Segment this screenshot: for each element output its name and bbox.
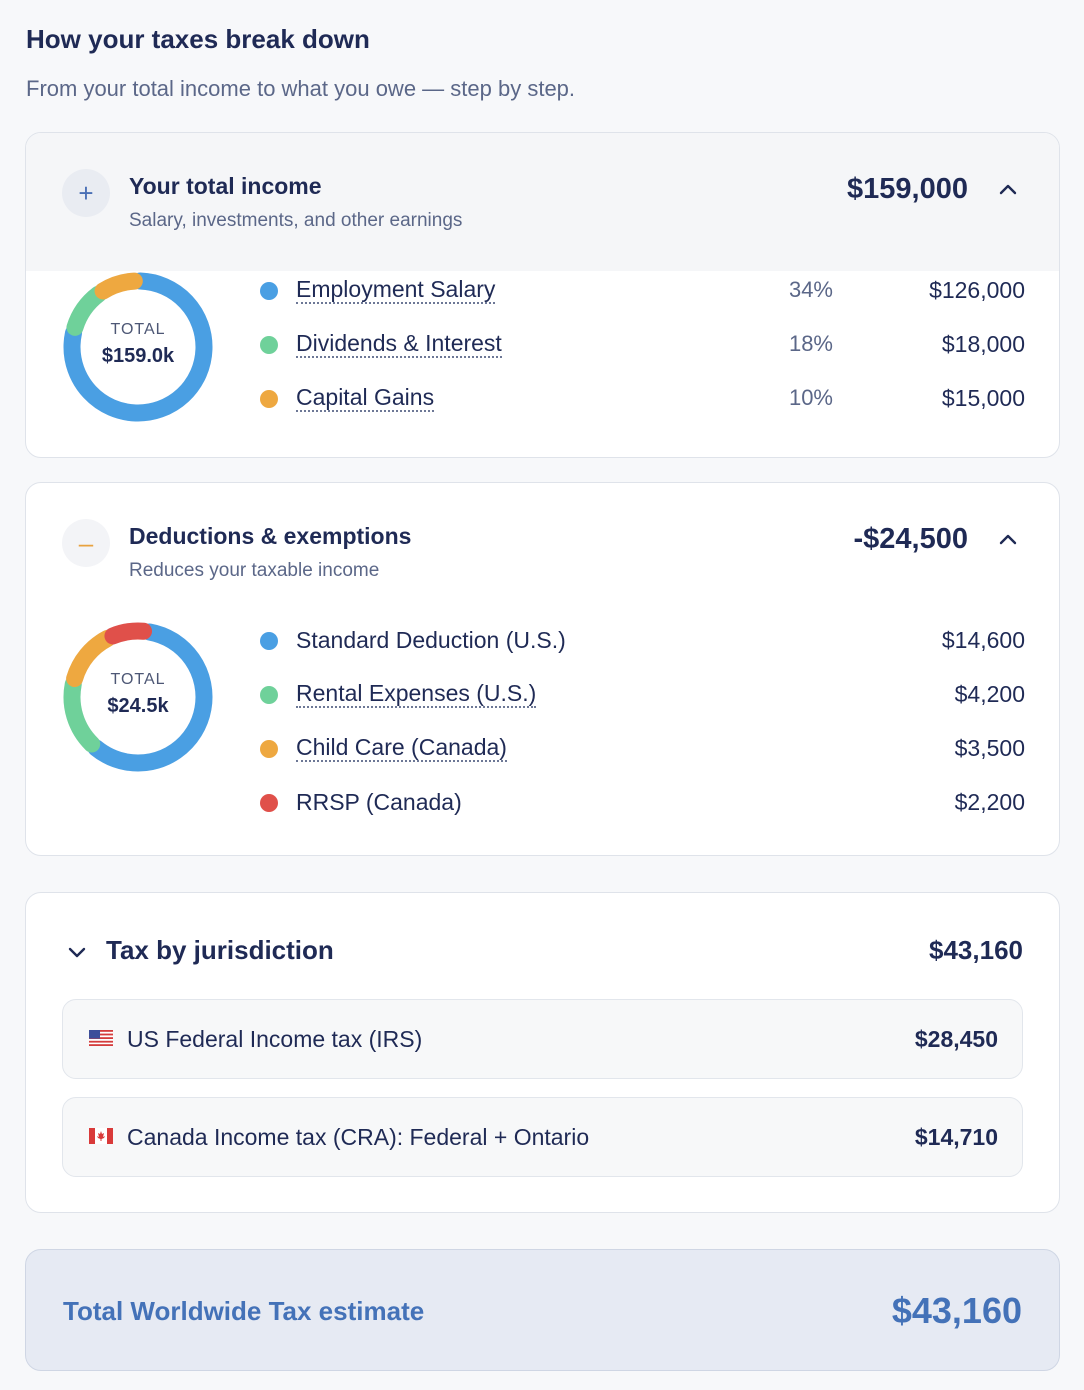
legend-dot (260, 794, 278, 812)
legend-dot (260, 632, 278, 650)
deductions-donut-segment-3 (63, 622, 213, 772)
income-item-amount: $15,000 (941, 385, 1025, 411)
jurisdiction-label: US Federal Income tax (IRS) (127, 1026, 423, 1052)
income-item-label[interactable]: Employment Salary (296, 276, 496, 304)
income-item-label[interactable]: Capital Gains (296, 384, 435, 412)
income-donut-segment-2 (63, 272, 213, 422)
deductions-card-header[interactable]: – Deductions & exemptions Reduces your t… (26, 483, 1059, 621)
deduction-item-label: RRSP (Canada) (296, 789, 462, 815)
legend-dot (260, 740, 278, 758)
legend-dot (260, 390, 278, 408)
deduction-item-amount: $3,500 (954, 735, 1025, 761)
jurisdiction-amount: $14,710 (914, 1124, 998, 1150)
income-item-amount: $126,000 (929, 277, 1025, 303)
page-subtitle: From your total income to what you owe —… (26, 76, 576, 101)
deductions-subtitle: Reduces your taxable income (129, 560, 380, 581)
deductions-title: Deductions & exemptions (129, 523, 412, 549)
deductions-total-amount: -$24,500 (853, 523, 969, 555)
income-card-header[interactable]: + Your total income Salary, investments,… (26, 133, 1059, 271)
income-total-amount: $159,000 (847, 173, 968, 205)
income-item-label[interactable]: Dividends & Interest (296, 330, 502, 358)
income-item-percent: 34% (788, 277, 833, 302)
list-item: Rental Expenses (U.S.) $4,200 (26, 675, 1059, 715)
income-item-percent: 10% (788, 385, 833, 410)
deduction-item-amount: $4,200 (954, 681, 1025, 707)
total-tax-card: Total Worldwide Tax estimate $43,160 (25, 1249, 1060, 1371)
total-tax-amount: $43,160 (891, 1290, 1022, 1331)
total-tax-label: Total Worldwide Tax estimate (63, 1296, 425, 1326)
list-item: RRSP (Canada) $2,200 (26, 783, 1059, 823)
deductions-card: – Deductions & exemptions Reduces your t… (25, 482, 1060, 856)
chevron-down-icon[interactable] (66, 941, 88, 963)
deductions-donut-label: TOTAL (110, 671, 166, 688)
legend-dot (260, 282, 278, 300)
income-donut-value: $159.0k (101, 345, 175, 367)
income-item-amount: $18,000 (941, 331, 1025, 357)
jurisdiction-row-us: US Federal Income tax (IRS) $28,450 (62, 999, 1023, 1079)
income-title: Your total income (129, 173, 322, 199)
income-donut-segment-1 (63, 272, 213, 422)
income-card: + Your total income Salary, investments,… (25, 132, 1060, 458)
page-title: How your taxes break down (26, 24, 370, 54)
list-item: Capital Gains 10% $15,000 (26, 379, 1059, 419)
deductions-donut-segment-2 (63, 622, 213, 772)
deductions-donut-center: TOTAL $24.5k (62, 671, 214, 718)
deductions-donut-chart (63, 622, 213, 772)
income-donut-chart (63, 272, 213, 422)
income-subtitle: Salary, investments, and other earnings (129, 210, 463, 231)
chevron-up-icon[interactable] (997, 179, 1019, 201)
jurisdiction-card: Tax by jurisdiction $43,160 US Federal I… (25, 892, 1060, 1213)
jurisdiction-total-amount: $43,160 (929, 935, 1023, 965)
income-item-percent: 18% (788, 331, 833, 356)
legend-dot (260, 686, 278, 704)
deduction-item-amount: $2,200 (954, 789, 1025, 815)
plus-icon[interactable]: + (62, 169, 110, 217)
list-item: Child Care (Canada) $3,500 (26, 729, 1059, 769)
jurisdiction-row-canada: Canada Income tax (CRA): Federal + Ontar… (62, 1097, 1023, 1177)
list-item: Standard Deduction (U.S.) $14,600 (26, 621, 1059, 661)
jurisdiction-amount: $28,450 (914, 1026, 998, 1052)
deduction-item-label: Standard Deduction (U.S.) (296, 627, 566, 653)
income-donut-center: TOTAL $159.0k (62, 321, 214, 368)
deductions-donut-value: $24.5k (107, 695, 169, 717)
deduction-item-amount: $14,600 (941, 627, 1025, 653)
deduction-item-label[interactable]: Child Care (Canada) (296, 734, 507, 762)
deductions-donut-segment-1 (63, 622, 213, 772)
minus-icon[interactable]: – (62, 519, 110, 567)
income-donut-label: TOTAL (110, 321, 166, 338)
list-item: Dividends & Interest 18% $18,000 (26, 325, 1059, 365)
legend-dot (260, 336, 278, 354)
us-flag-icon (89, 1030, 113, 1046)
jurisdiction-label: Canada Income tax (CRA): Federal + Ontar… (127, 1124, 590, 1150)
jurisdiction-title[interactable]: Tax by jurisdiction (106, 935, 334, 965)
list-item: Employment Salary 34% $126,000 (26, 271, 1059, 311)
canada-flag-icon (89, 1128, 113, 1144)
deduction-item-label[interactable]: Rental Expenses (U.S.) (296, 680, 537, 708)
chevron-up-icon[interactable] (997, 529, 1019, 551)
